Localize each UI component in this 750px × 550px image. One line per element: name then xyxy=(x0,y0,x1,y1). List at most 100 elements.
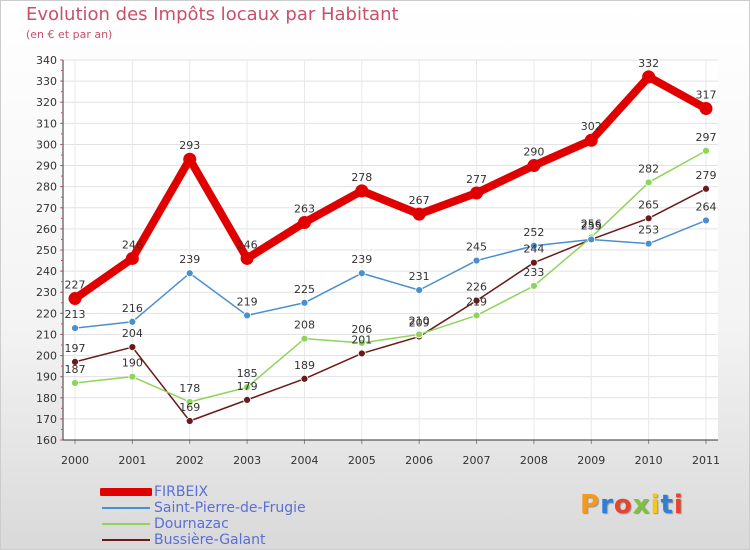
data-label-saint-pierre-de-frugie: 216 xyxy=(122,302,143,315)
data-point-saint-pierre-de-frugie xyxy=(415,286,424,295)
data-label-bussiere-galant: 255 xyxy=(581,219,602,232)
logo-letter: t xyxy=(660,490,674,520)
data-label-firbeix: 290 xyxy=(523,146,544,159)
legend-swatch-saint-pierre-de-frugie xyxy=(102,507,150,509)
data-label-firbeix: 263 xyxy=(294,203,315,216)
data-label-firbeix: 317 xyxy=(696,89,717,102)
data-point-bussiere-galant xyxy=(71,357,79,366)
data-point-bussiere-galant xyxy=(530,258,538,267)
data-label-saint-pierre-de-frugie: 219 xyxy=(237,295,258,308)
data-label-firbeix: 227 xyxy=(65,279,86,292)
legend-item-saint-pierre-de-frugie[interactable]: Saint-Pierre-de-Frugie xyxy=(100,500,306,516)
data-point-firbeix xyxy=(240,251,254,265)
data-point-saint-pierre-de-frugie xyxy=(530,241,538,250)
chart-subtitle: (en € et par an) xyxy=(26,28,113,41)
series-line-bussiere-galant xyxy=(74,188,707,422)
y-tick-label: 200 xyxy=(36,350,57,363)
legend-label-saint-pierre-de-frugie: Saint-Pierre-de-Frugie xyxy=(154,500,306,516)
y-tick-label: 270 xyxy=(36,202,57,215)
data-point-bussiere-galant xyxy=(357,349,366,358)
data-label-bussiere-galant: 189 xyxy=(294,359,315,372)
data-point-firbeix xyxy=(642,70,656,84)
data-label-dournazac: 185 xyxy=(237,367,258,380)
data-label-saint-pierre-de-frugie: 253 xyxy=(638,224,659,237)
x-tick-label: 2005 xyxy=(348,454,376,467)
y-tick-label: 180 xyxy=(36,392,57,405)
x-tick-label: 2000 xyxy=(61,454,89,467)
x-tick-label: 2008 xyxy=(520,454,548,467)
data-point-firbeix xyxy=(699,102,713,116)
y-tick-label: 260 xyxy=(36,223,57,236)
data-label-saint-pierre-de-frugie: 255 xyxy=(581,219,602,232)
data-label-dournazac: 206 xyxy=(351,323,372,336)
data-point-firbeix xyxy=(355,184,369,198)
y-tick-label: 320 xyxy=(36,96,57,109)
data-point-dournazac xyxy=(71,379,79,387)
data-point-dournazac xyxy=(702,146,710,155)
x-tick-label: 2009 xyxy=(577,454,605,467)
y-tick-label: 190 xyxy=(36,371,57,384)
x-tick-label: 2010 xyxy=(635,454,663,467)
data-label-firbeix: 246 xyxy=(122,238,143,251)
data-label-bussiere-galant: 204 xyxy=(122,327,143,340)
y-tick-label: 170 xyxy=(36,413,57,426)
legend-item-firbeix[interactable]: FIRBEIX xyxy=(100,484,306,500)
data-point-dournazac xyxy=(128,372,137,381)
data-point-firbeix xyxy=(68,292,82,306)
y-tick-label: 220 xyxy=(36,307,57,320)
data-point-dournazac xyxy=(243,383,251,392)
data-point-saint-pierre-de-frugie xyxy=(243,311,251,320)
logo-letter: i xyxy=(650,490,661,520)
data-label-saint-pierre-de-frugie: 264 xyxy=(696,200,717,213)
legend-item-bussiere-galant[interactable]: Bussière-Galant xyxy=(100,532,306,548)
data-point-saint-pierre-de-frugie xyxy=(644,239,653,248)
chart-title: Evolution des Impôts locaux par Habitant xyxy=(26,4,399,25)
data-label-dournazac: 210 xyxy=(409,314,430,327)
legend-label-dournazac: Dournazac xyxy=(154,516,229,532)
data-label-dournazac: 282 xyxy=(638,162,659,175)
data-point-bussiere-galant xyxy=(128,343,137,352)
data-point-dournazac xyxy=(644,178,653,187)
data-label-saint-pierre-de-frugie: 239 xyxy=(351,253,372,266)
y-tick-label: 280 xyxy=(36,181,57,194)
data-point-dournazac xyxy=(472,311,481,320)
legend: FIRBEIX Saint-Pierre-de-Frugie Dournazac… xyxy=(100,484,306,548)
legend-label-firbeix: FIRBEIX xyxy=(154,484,209,500)
data-label-bussiere-galant: 244 xyxy=(523,243,544,256)
data-point-bussiere-galant xyxy=(243,395,251,404)
data-point-saint-pierre-de-frugie xyxy=(128,317,137,326)
legend-item-dournazac[interactable]: Dournazac xyxy=(100,516,306,532)
data-point-bussiere-galant xyxy=(300,374,309,383)
data-point-dournazac xyxy=(185,398,194,406)
data-point-firbeix xyxy=(470,186,484,200)
x-tick-label: 2007 xyxy=(463,454,491,467)
logo-letter: x xyxy=(632,490,651,520)
data-label-bussiere-galant: 226 xyxy=(466,281,487,294)
x-tick-label: 2011 xyxy=(692,454,720,467)
x-tick-label: 2004 xyxy=(290,454,318,467)
data-point-firbeix xyxy=(527,159,541,173)
y-tick-label: 160 xyxy=(36,434,57,447)
data-point-bussiere-galant xyxy=(644,214,653,223)
data-point-saint-pierre-de-frugie xyxy=(185,269,194,278)
data-point-dournazac xyxy=(415,330,424,339)
series-line-firbeix xyxy=(72,72,708,302)
series-line-saint-pierre-de-frugie xyxy=(74,219,707,329)
data-label-dournazac: 190 xyxy=(122,357,143,370)
legend-swatch-dournazac xyxy=(102,523,150,525)
data-point-dournazac xyxy=(357,338,366,347)
y-tick-label: 250 xyxy=(36,244,57,257)
data-label-firbeix: 246 xyxy=(237,238,258,251)
y-tick-label: 310 xyxy=(36,117,57,130)
logo-letter: P xyxy=(580,490,601,520)
data-label-saint-pierre-de-frugie: 225 xyxy=(294,283,315,296)
data-label-firbeix: 293 xyxy=(179,139,200,152)
x-tick-label: 2003 xyxy=(233,454,261,467)
data-label-firbeix: 332 xyxy=(638,57,659,70)
data-label-firbeix: 278 xyxy=(351,171,372,184)
data-point-bussiere-galant xyxy=(472,296,481,305)
data-label-bussiere-galant: 197 xyxy=(65,342,86,355)
data-point-dournazac xyxy=(300,334,309,343)
data-label-saint-pierre-de-frugie: 239 xyxy=(179,253,200,266)
y-tick-label: 300 xyxy=(36,138,57,151)
